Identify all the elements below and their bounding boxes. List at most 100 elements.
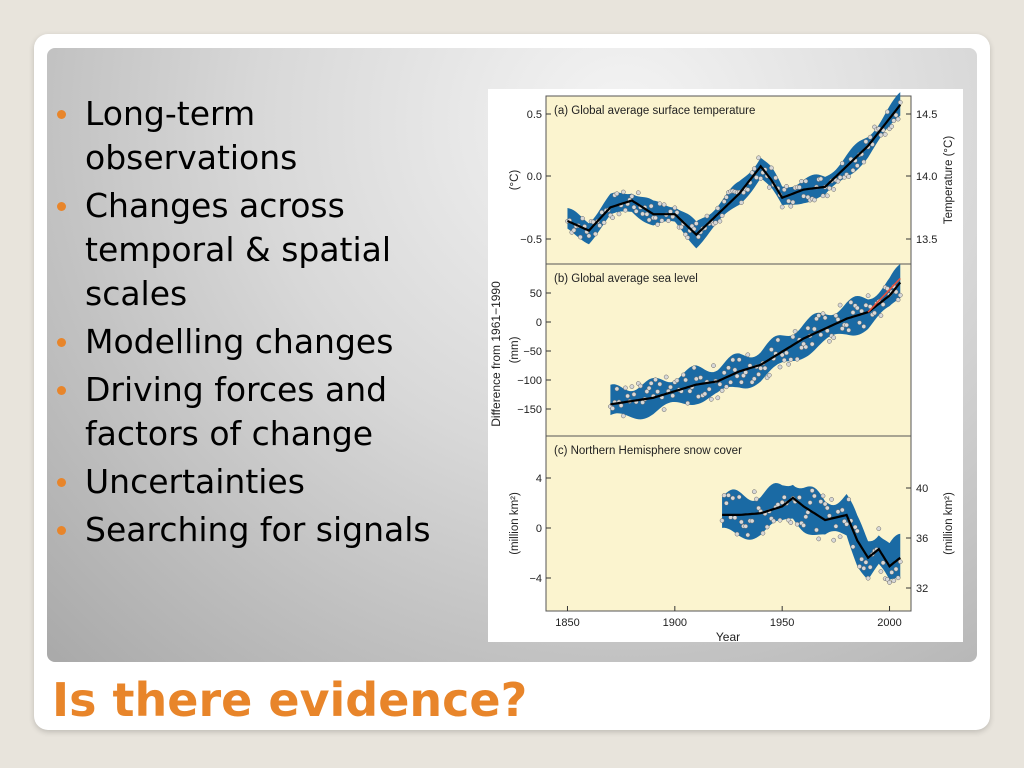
climate-chart: (a) Global average surface temperature 0.… (489, 92, 955, 642)
data-point (784, 350, 789, 356)
y-tick-label-right: 36 (916, 533, 928, 545)
data-point (846, 327, 852, 333)
x-tick-label: 1900 (663, 617, 687, 629)
data-point (799, 178, 804, 184)
chart-panel-title: (c) Northern Hemisphere snow cover (554, 445, 742, 457)
data-point (872, 310, 877, 316)
bullet-item: Long-term observations (52, 92, 472, 180)
data-point (839, 160, 845, 166)
data-point (646, 217, 652, 223)
data-point (897, 559, 903, 565)
data-point (848, 300, 854, 305)
y-tick-label-right: 14.0 (916, 171, 937, 183)
data-point (601, 220, 607, 226)
bullet-text: Uncertainties (85, 462, 305, 501)
data-point (734, 531, 740, 537)
data-point (599, 210, 605, 215)
x-tick-label: 1950 (770, 617, 794, 629)
data-point (754, 496, 759, 502)
data-point (861, 159, 867, 165)
data-point (728, 379, 733, 385)
data-point (863, 139, 869, 144)
y-tick-label: 0 (536, 317, 542, 329)
data-point (648, 380, 654, 386)
bullet-list: Long-term observations Changes across te… (52, 92, 472, 556)
data-point (852, 524, 858, 530)
y-axis-label: (mm) (509, 336, 521, 363)
data-point (754, 175, 759, 180)
data-point (837, 302, 843, 308)
data-point (610, 406, 615, 411)
data-point (777, 517, 783, 523)
data-point (818, 499, 824, 504)
data-point (835, 178, 841, 184)
data-point (614, 386, 620, 392)
data-point (614, 191, 620, 197)
data-point (760, 530, 766, 536)
data-point (685, 400, 691, 406)
data-point (786, 361, 791, 367)
data-point (715, 395, 721, 401)
data-point (846, 497, 852, 502)
data-point (775, 502, 781, 507)
data-point (681, 372, 686, 378)
data-point (781, 187, 787, 193)
data-point (646, 385, 652, 391)
data-point (863, 559, 869, 565)
bullet-dot (57, 338, 66, 347)
y-tick-label: −4 (529, 573, 542, 585)
y-axis-label: (million km²) (509, 492, 521, 555)
data-point (844, 322, 849, 328)
data-point (732, 367, 738, 373)
data-point (846, 174, 852, 179)
data-point (812, 326, 817, 332)
data-point (618, 403, 624, 408)
data-point (820, 311, 826, 317)
data-point (704, 213, 710, 219)
data-point (827, 338, 832, 344)
data-point (633, 208, 639, 214)
data-point (837, 534, 843, 540)
data-point (758, 176, 764, 181)
data-point (891, 118, 897, 124)
bullet-text: Long-term observations (85, 94, 298, 177)
bullet-dot (57, 110, 66, 119)
data-point (889, 124, 895, 129)
data-point (893, 566, 899, 572)
data-point (717, 381, 723, 387)
data-point (816, 313, 822, 318)
data-point (678, 224, 684, 230)
data-point (887, 580, 892, 585)
data-point (702, 391, 708, 397)
data-point (818, 332, 824, 338)
data-point (867, 134, 873, 140)
data-point (878, 313, 884, 318)
data-point (629, 384, 635, 389)
data-point (749, 170, 755, 176)
data-point (674, 378, 680, 383)
data-point (745, 532, 751, 538)
y-tick-label-right: 13.5 (916, 234, 937, 246)
data-point (730, 495, 736, 501)
data-point (715, 205, 721, 211)
data-point (788, 520, 794, 525)
data-point (820, 193, 826, 199)
data-point (781, 357, 787, 363)
data-point (672, 205, 678, 211)
data-point (794, 521, 800, 527)
data-point (766, 372, 772, 378)
data-point (885, 576, 890, 582)
y-tick-label: 50 (530, 288, 542, 300)
data-point (578, 234, 583, 240)
data-point (773, 175, 779, 181)
data-point (693, 221, 699, 226)
data-point (668, 209, 673, 214)
data-point (751, 489, 757, 495)
data-point (623, 207, 628, 213)
bullet-dot (57, 478, 66, 487)
trend-line (722, 496, 901, 568)
y-tick-label: −50 (523, 346, 542, 358)
trend-line (567, 104, 902, 237)
data-point (719, 213, 725, 219)
data-point (610, 215, 615, 221)
